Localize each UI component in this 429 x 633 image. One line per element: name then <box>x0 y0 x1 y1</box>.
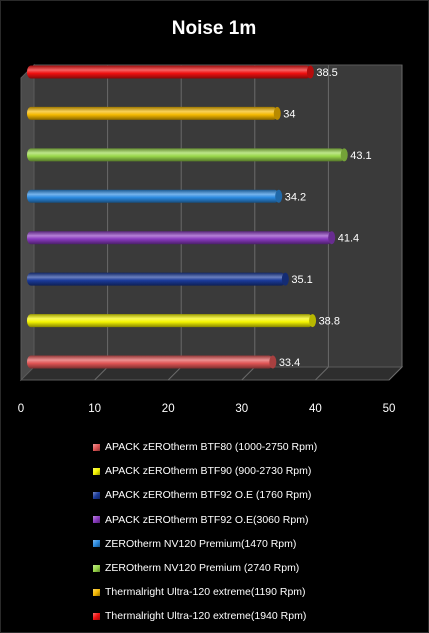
bar-end-cap <box>340 148 348 162</box>
bar <box>27 189 279 203</box>
x-tick-label: 30 <box>235 403 248 415</box>
x-tick-label: 20 <box>162 403 175 415</box>
legend-item: Thermalright Ultra-120 extreme(1190 Rpm) <box>93 580 423 604</box>
x-tick-label: 40 <box>309 403 322 415</box>
bar-end-cap <box>328 231 336 245</box>
legend-swatch <box>93 612 100 620</box>
legend-swatch <box>93 588 100 596</box>
data-label: 38.8 <box>319 316 340 328</box>
bar-end-cap <box>309 314 317 328</box>
legend-label: APACK zEROtherm BTF80 (1000-2750 Rpm) <box>105 441 318 454</box>
legend-swatch <box>93 564 100 572</box>
bar-end-cap <box>275 189 283 203</box>
x-tick-label: 10 <box>88 403 101 415</box>
gridline-floor <box>315 366 329 381</box>
bar-end-cap <box>273 106 281 120</box>
bar <box>27 314 313 328</box>
bar <box>27 272 286 286</box>
bar-end-cap <box>269 355 277 369</box>
bar-end-cap <box>281 272 289 286</box>
bar-end-cap <box>306 65 314 79</box>
legend-item: ZEROtherm NV120 Premium (2740 Rpm) <box>93 556 423 580</box>
bar <box>27 355 273 369</box>
legend-item: APACK zEROtherm BTF80 (1000-2750 Rpm) <box>93 435 423 459</box>
legend-label: APACK zEROtherm BTF90 (900-2730 Rpm) <box>105 465 312 478</box>
x-tick-label: 50 <box>383 403 396 415</box>
legend-label: Thermalright Ultra-120 extreme(1190 Rpm) <box>105 586 306 599</box>
legend: APACK zEROtherm BTF80 (1000-2750 Rpm) APA… <box>93 435 423 629</box>
bar <box>27 148 345 162</box>
bar <box>27 65 311 79</box>
legend-item: APACK zEROtherm BTF92 O.E (1760 Rpm) <box>93 483 423 507</box>
gridline-floor <box>388 366 403 381</box>
data-label: 41.4 <box>338 233 359 245</box>
legend-swatch <box>93 516 100 524</box>
data-labels: 33.4 38.8 35.1 41.4 34.2 43.1 34 38.5 <box>279 67 372 369</box>
gridline-floor <box>241 366 256 381</box>
data-label: 35.1 <box>291 274 312 286</box>
legend-label: APACK zEROtherm BTF92 O.E (1760 Rpm) <box>105 489 312 502</box>
plot-floor <box>19 366 404 381</box>
legend-item: APACK zEROtherm BTF90 (900-2730 Rpm) <box>93 459 423 483</box>
legend-swatch <box>93 491 100 499</box>
bars <box>27 65 348 369</box>
legend-label: Thermalright Ultra-120 extreme(1940 Rpm) <box>105 610 307 623</box>
legend-swatch <box>93 467 100 475</box>
x-axis-ticks: 0 10 20 30 40 50 <box>18 403 396 415</box>
data-label: 38.5 <box>316 67 337 79</box>
gridline-floor <box>94 366 108 381</box>
legend-label: ZEROtherm NV120 Premium(1470 Rpm) <box>105 537 297 550</box>
legend-item: ZEROtherm NV120 Premium(1470 Rpm) <box>93 532 423 556</box>
data-label: 34 <box>283 108 295 120</box>
data-label: 33.4 <box>279 357 300 369</box>
data-label: 43.1 <box>350 150 371 162</box>
legend-label: ZEROtherm NV120 Premium (2740 Rpm) <box>105 562 300 575</box>
legend-item: APACK zEROtherm BTF92 O.E(3060 Rpm) <box>93 508 423 532</box>
legend-swatch <box>93 443 100 451</box>
data-label: 34.2 <box>285 191 306 203</box>
legend-label: APACK zEROtherm BTF92 O.E(3060 Rpm) <box>105 513 309 526</box>
chart-title: Noise 1m <box>172 18 256 39</box>
gridline-floor <box>167 366 182 381</box>
legend-item: Thermalright Ultra-120 extreme(1940 Rpm) <box>93 604 423 628</box>
legend-swatch <box>93 540 100 548</box>
bar <box>27 231 332 245</box>
x-tick-label: 0 <box>18 403 24 415</box>
bar <box>27 106 278 120</box>
